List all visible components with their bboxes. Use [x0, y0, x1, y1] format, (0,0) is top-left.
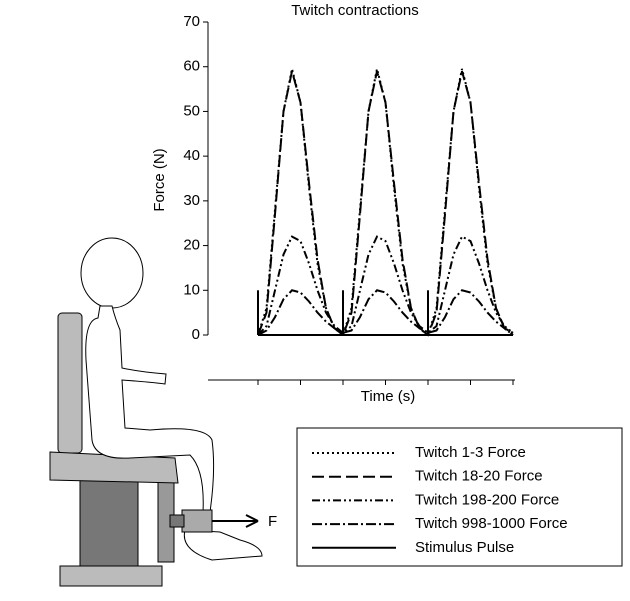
series-line	[257, 235, 514, 336]
y-axis-label: Force (N)	[151, 148, 168, 211]
legend-label: Twitch 998-1000 Force	[415, 515, 568, 532]
series-line	[257, 289, 514, 336]
legend-label: Stimulus Pulse	[415, 539, 514, 556]
arrow-head	[245, 514, 259, 528]
legend-label: Twitch 1-3 Force	[415, 444, 526, 461]
x-axis-label: Time (s)	[361, 388, 415, 405]
y-tick-label: 30	[183, 192, 200, 209]
y-tick-label: 60	[183, 58, 200, 75]
legend-label: Twitch 18-20 Force	[415, 468, 543, 485]
y-tick-label: 10	[183, 281, 200, 298]
chair-column	[79, 479, 139, 569]
ankle-cuff	[181, 509, 213, 533]
chair-base	[59, 565, 163, 587]
body	[85, 305, 215, 513]
y-tick-label: 50	[183, 102, 200, 119]
force-label: F	[268, 513, 277, 530]
chair-back	[57, 312, 83, 454]
series-line	[257, 70, 514, 337]
cuff-mount	[169, 514, 185, 528]
foot	[183, 529, 263, 561]
illustration	[49, 237, 263, 587]
y-tick-label: 70	[183, 13, 200, 30]
series-line	[257, 68, 514, 337]
legend-label: Twitch 198-200 Force	[415, 491, 559, 508]
y-tick-label: 20	[183, 237, 200, 254]
head	[80, 237, 144, 309]
y-tick-label: 0	[192, 326, 200, 343]
chart-title: Twitch contractions	[291, 2, 419, 19]
y-tick-label: 40	[183, 147, 200, 164]
legend-box	[296, 427, 623, 567]
